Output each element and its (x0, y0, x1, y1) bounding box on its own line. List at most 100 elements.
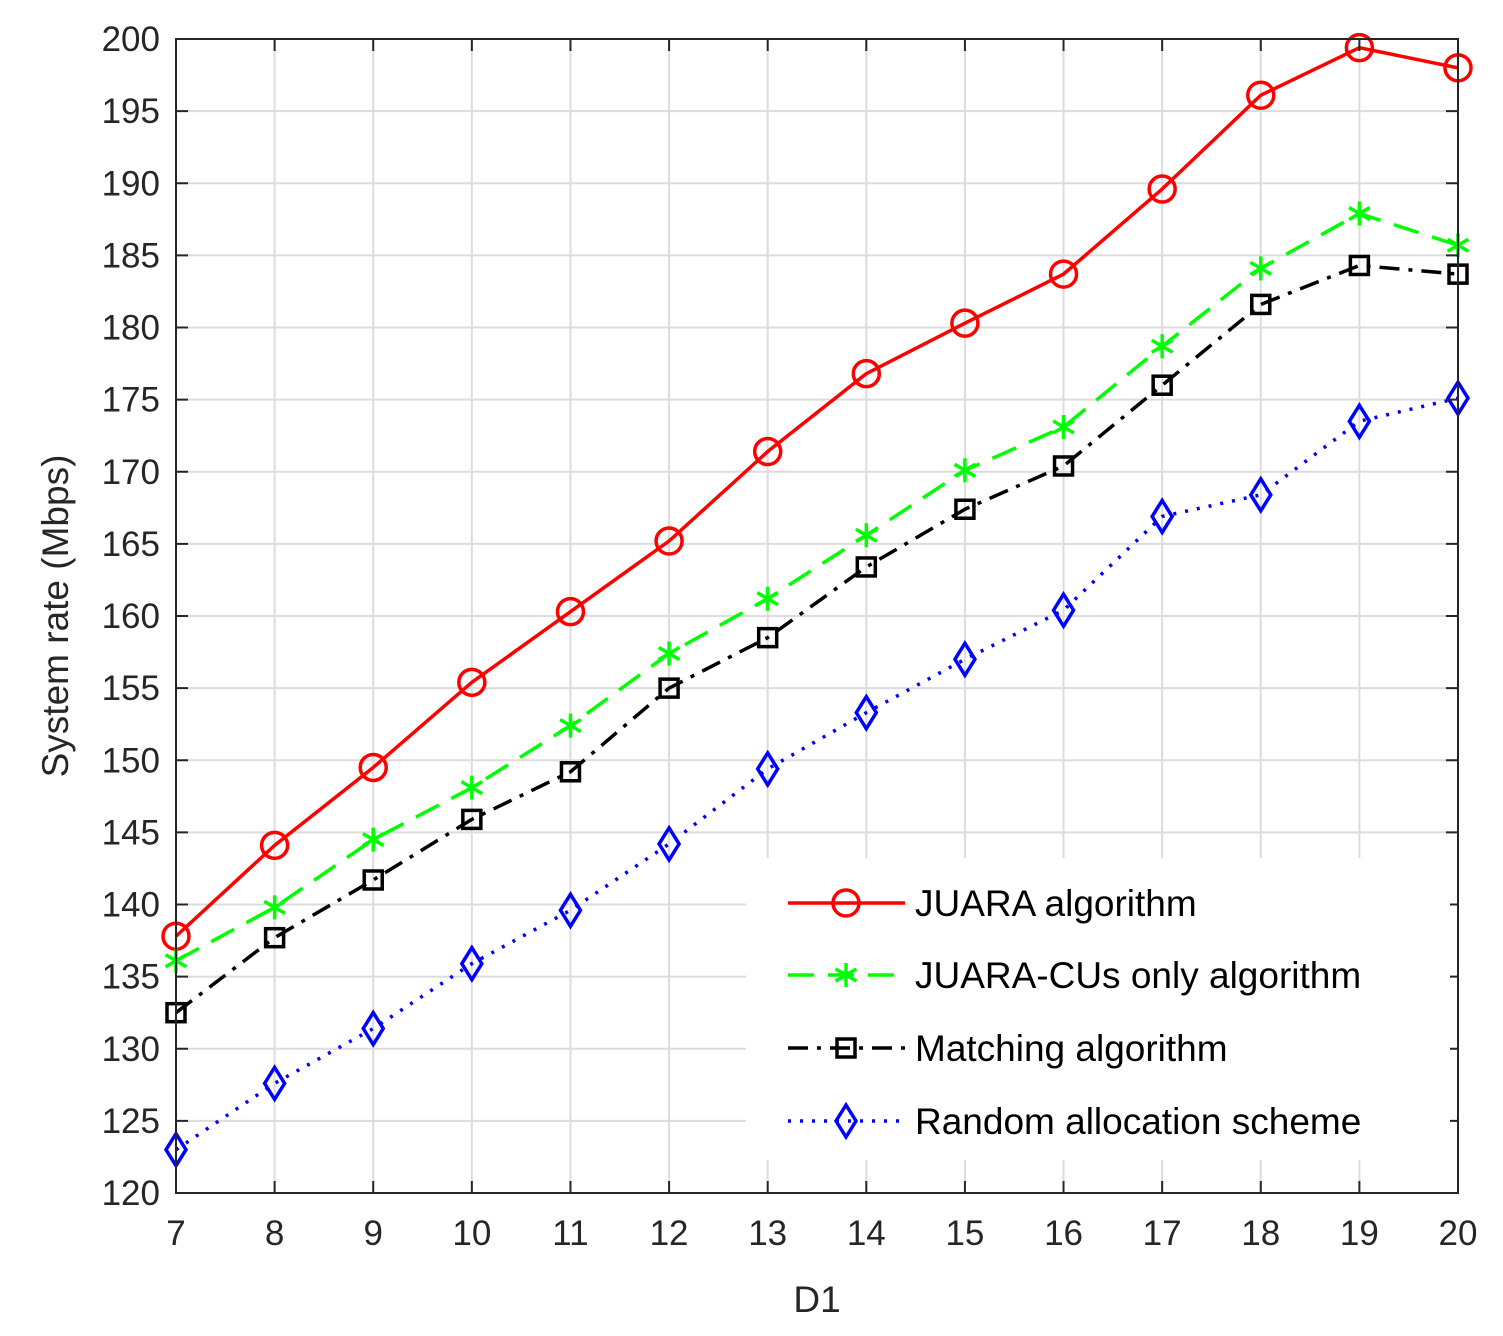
data-point-asterisk (1348, 201, 1371, 226)
data-point-square (461, 808, 483, 831)
data-point-circle (259, 830, 290, 861)
legend-label: Random allocation scheme (915, 1101, 1361, 1142)
y-tick-label: 200 (102, 20, 160, 59)
y-tick-label: 165 (102, 525, 160, 564)
data-point-diamond (952, 639, 977, 679)
data-point-circle (555, 596, 586, 627)
x-tick-label: 18 (1241, 1214, 1280, 1253)
data-point-diamond (459, 944, 484, 983)
x-tick-label: 14 (847, 1214, 886, 1253)
data-point-diamond (657, 824, 682, 864)
y-axis-label: System rate (Mbps) (35, 455, 76, 778)
legend-marker-circle (831, 888, 861, 918)
legend-entry: JUARA algorithm (788, 883, 1197, 924)
data-point-asterisk (1249, 256, 1273, 281)
data-point-circle (1048, 259, 1079, 289)
data-point-circle (752, 436, 783, 467)
y-tick-label: 125 (102, 1102, 160, 1141)
legend-marker-diamond (833, 1101, 859, 1141)
legend-marker-asterisk (834, 963, 858, 987)
y-tick-label: 175 (102, 381, 160, 420)
y-tick-label: 180 (102, 309, 160, 348)
data-point-square (855, 556, 878, 578)
legend-marker-square (835, 1037, 857, 1059)
y-tick-label: 185 (102, 236, 160, 275)
y-tick-label: 190 (102, 164, 160, 203)
data-point-asterisk (953, 458, 977, 483)
y-tick-label: 120 (102, 1174, 160, 1213)
x-tick-label: 11 (552, 1214, 588, 1253)
data-point-circle (851, 358, 882, 389)
data-point-square (756, 626, 779, 649)
data-point-circle (1246, 80, 1276, 111)
legend: JUARA algorithm JUARA-CUs only algorithm M… (746, 858, 1450, 1160)
legend-entry: JUARA-CUs only algorithm (788, 955, 1361, 996)
x-tick-label: 12 (650, 1214, 689, 1253)
x-tick-label: 10 (452, 1214, 491, 1253)
x-tick-label: 15 (945, 1214, 984, 1253)
y-tick-label: 145 (102, 813, 160, 852)
series-line (175, 211, 1459, 963)
data-point-circle (654, 526, 684, 556)
data-point-square (954, 498, 976, 521)
series-line (174, 263, 1459, 1015)
y-tick-label: 170 (102, 453, 160, 492)
legend-entry: Random allocation scheme (788, 1101, 1361, 1142)
data-point-asterisk (559, 713, 582, 738)
data-point-circle (358, 752, 388, 783)
data-point-diamond (558, 890, 583, 930)
series-2 (164, 201, 1470, 973)
data-point-square (658, 677, 680, 699)
data-point-circle (1147, 174, 1177, 204)
x-tick-label: 8 (265, 1214, 284, 1253)
y-tick-label: 160 (102, 597, 160, 636)
x-tick-label: 20 (1439, 1214, 1478, 1253)
data-point-asterisk (1150, 334, 1174, 359)
x-tick-label: 7 (166, 1214, 185, 1253)
data-point-diamond (1051, 590, 1076, 630)
x-tick-label: 17 (1143, 1214, 1182, 1253)
data-point-square (559, 761, 582, 783)
series-line (174, 45, 1459, 938)
x-tick-label: 19 (1340, 1214, 1379, 1253)
y-tick-label: 195 (102, 92, 160, 131)
data-point-asterisk (855, 523, 878, 548)
data-point-circle (950, 308, 980, 338)
data-point-asterisk (657, 641, 681, 666)
data-point-asterisk (1052, 415, 1075, 440)
legend-entry: Matching algorithm (788, 1028, 1228, 1069)
data-point-diamond (1248, 475, 1273, 515)
data-point-circle (457, 667, 487, 698)
data-point-diamond (1347, 401, 1372, 441)
y-tick-label: 135 (102, 958, 160, 997)
x-axis-label: D1 (793, 1279, 840, 1320)
data-point-asterisk (263, 895, 286, 920)
data-point-diamond (755, 749, 780, 789)
y-tick-label: 130 (102, 1030, 160, 1069)
data-point-square (362, 869, 384, 891)
data-point-diamond (854, 693, 879, 732)
legend-label: Matching algorithm (915, 1028, 1228, 1069)
axis-ticks: 7 8 9 10 11 12 13 14 15 16 17 18 19 20 120 125 130 135 140… (102, 20, 1478, 1253)
data-point-square (1250, 293, 1272, 316)
y-tick-label: 140 (102, 886, 160, 925)
data-point-square (1151, 374, 1173, 396)
y-tick-label: 155 (102, 669, 160, 708)
data-point-square (263, 926, 286, 949)
data-point-square (1052, 455, 1075, 477)
data-point-asterisk (756, 586, 779, 611)
legend-label: JUARA algorithm (915, 883, 1197, 924)
data-point-diamond (361, 1009, 386, 1048)
x-tick-label: 9 (363, 1214, 382, 1253)
legend-label: JUARA-CUs only algorithm (915, 955, 1361, 996)
data-point-square (1348, 254, 1371, 277)
data-point-diamond (262, 1064, 287, 1103)
data-point-circle (1344, 32, 1375, 63)
x-tick-label: 16 (1044, 1214, 1083, 1253)
data-point-asterisk (460, 775, 484, 800)
data-point-asterisk (361, 827, 385, 852)
series-line (175, 396, 1459, 1152)
x-tick-label: 13 (748, 1214, 787, 1253)
data-point-diamond (1150, 497, 1175, 536)
